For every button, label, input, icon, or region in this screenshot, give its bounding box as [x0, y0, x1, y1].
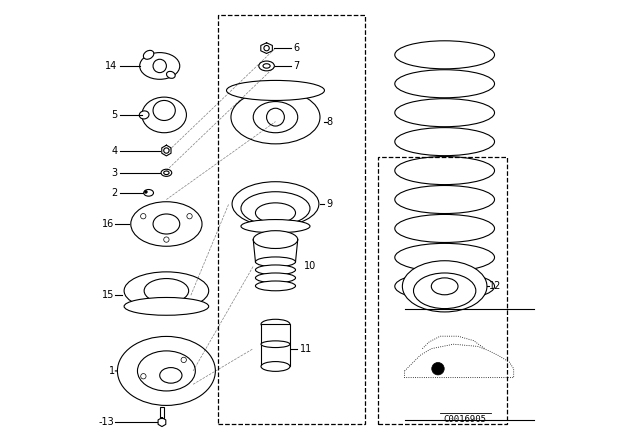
Ellipse shape: [261, 341, 290, 348]
Ellipse shape: [261, 362, 290, 371]
Circle shape: [432, 362, 444, 375]
Ellipse shape: [253, 231, 298, 249]
Ellipse shape: [231, 90, 320, 144]
Text: 15: 15: [102, 290, 114, 300]
Ellipse shape: [131, 202, 202, 246]
Circle shape: [164, 237, 169, 242]
Ellipse shape: [255, 281, 296, 291]
Ellipse shape: [413, 273, 476, 309]
Circle shape: [141, 374, 146, 379]
Text: 4: 4: [111, 146, 117, 155]
Ellipse shape: [160, 368, 182, 383]
Ellipse shape: [153, 100, 175, 121]
Ellipse shape: [164, 171, 169, 175]
Ellipse shape: [166, 71, 175, 78]
Text: 1: 1: [109, 366, 115, 376]
Ellipse shape: [142, 97, 186, 133]
Text: 12: 12: [489, 281, 502, 291]
Text: 8: 8: [326, 116, 333, 127]
Text: 11: 11: [300, 344, 312, 353]
Circle shape: [267, 108, 284, 126]
Ellipse shape: [255, 265, 296, 275]
Ellipse shape: [144, 190, 154, 196]
Bar: [261, 324, 290, 366]
Ellipse shape: [263, 64, 270, 68]
Circle shape: [153, 59, 166, 73]
Ellipse shape: [124, 297, 209, 315]
Ellipse shape: [227, 80, 324, 100]
Text: -13: -13: [98, 417, 114, 427]
Text: 10: 10: [305, 261, 317, 271]
Ellipse shape: [255, 257, 296, 267]
Circle shape: [164, 148, 169, 153]
Circle shape: [187, 214, 192, 219]
Ellipse shape: [255, 203, 296, 223]
Ellipse shape: [138, 351, 195, 391]
Circle shape: [181, 357, 186, 362]
Ellipse shape: [431, 278, 458, 295]
Ellipse shape: [255, 273, 296, 283]
Ellipse shape: [140, 111, 149, 119]
Ellipse shape: [403, 261, 487, 312]
Polygon shape: [158, 418, 166, 426]
Ellipse shape: [140, 52, 180, 79]
Circle shape: [264, 45, 269, 51]
Ellipse shape: [124, 272, 209, 310]
Ellipse shape: [253, 102, 298, 133]
Ellipse shape: [117, 336, 216, 405]
Bar: [378, 157, 507, 424]
Text: 9: 9: [326, 199, 333, 209]
Text: 16: 16: [102, 219, 114, 229]
Ellipse shape: [259, 61, 275, 71]
Bar: [218, 15, 365, 424]
Text: 3: 3: [111, 168, 117, 178]
Text: 14: 14: [105, 61, 117, 71]
Ellipse shape: [232, 182, 319, 226]
Text: 5: 5: [111, 110, 117, 120]
Ellipse shape: [143, 50, 154, 59]
Polygon shape: [162, 145, 171, 156]
Polygon shape: [260, 43, 273, 53]
Text: 6: 6: [293, 43, 300, 53]
Ellipse shape: [144, 279, 189, 303]
Bar: [160, 406, 164, 418]
Text: 2: 2: [111, 188, 117, 198]
Ellipse shape: [153, 214, 180, 234]
Ellipse shape: [241, 220, 310, 233]
Circle shape: [145, 190, 147, 193]
Ellipse shape: [261, 319, 290, 329]
Circle shape: [141, 214, 146, 219]
Text: 7: 7: [293, 61, 300, 71]
Ellipse shape: [241, 192, 310, 225]
Ellipse shape: [161, 169, 172, 177]
Text: C0016905: C0016905: [443, 415, 486, 424]
